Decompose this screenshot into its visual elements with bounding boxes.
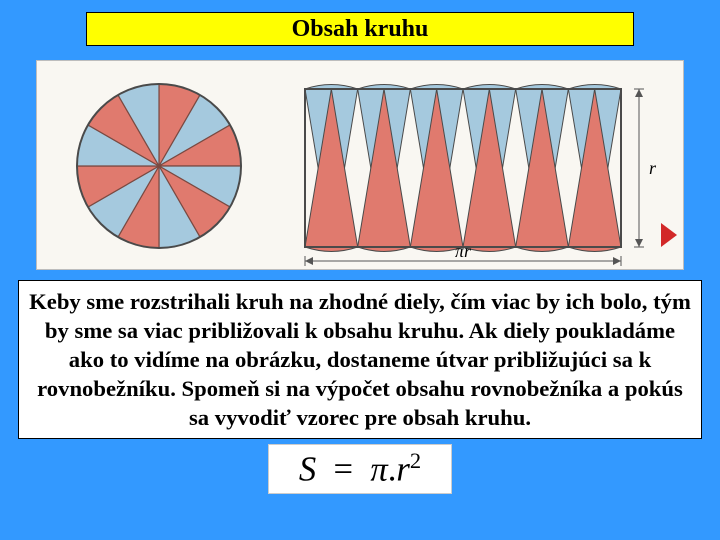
explanation-text: Keby sme rozstrihali kruh na zhodné diel… [29, 289, 691, 430]
formula-pi: π [370, 451, 387, 489]
formula-exp: 2 [410, 448, 421, 473]
formula-box: S = π.r2 [268, 444, 452, 494]
formula-var: r [396, 451, 410, 489]
svg-text:r: r [649, 158, 657, 178]
slide: Obsah kruhu πrr Keby sme rozstrihali kru… [0, 0, 720, 540]
formula-lhs: S [299, 451, 316, 489]
next-arrow-icon[interactable] [661, 223, 677, 247]
figure-area: πr r [36, 60, 684, 270]
formula-content: S = π.r2 [299, 448, 421, 490]
slide-title: Obsah kruhu [292, 16, 429, 43]
formula-eq: = [333, 451, 353, 489]
figure-svg: πr r [37, 61, 685, 271]
title-bar: Obsah kruhu [86, 12, 634, 46]
explanation-text-box: Keby sme rozstrihali kruh na zhodné diel… [18, 280, 702, 439]
svg-text:πr: πr [455, 241, 472, 261]
